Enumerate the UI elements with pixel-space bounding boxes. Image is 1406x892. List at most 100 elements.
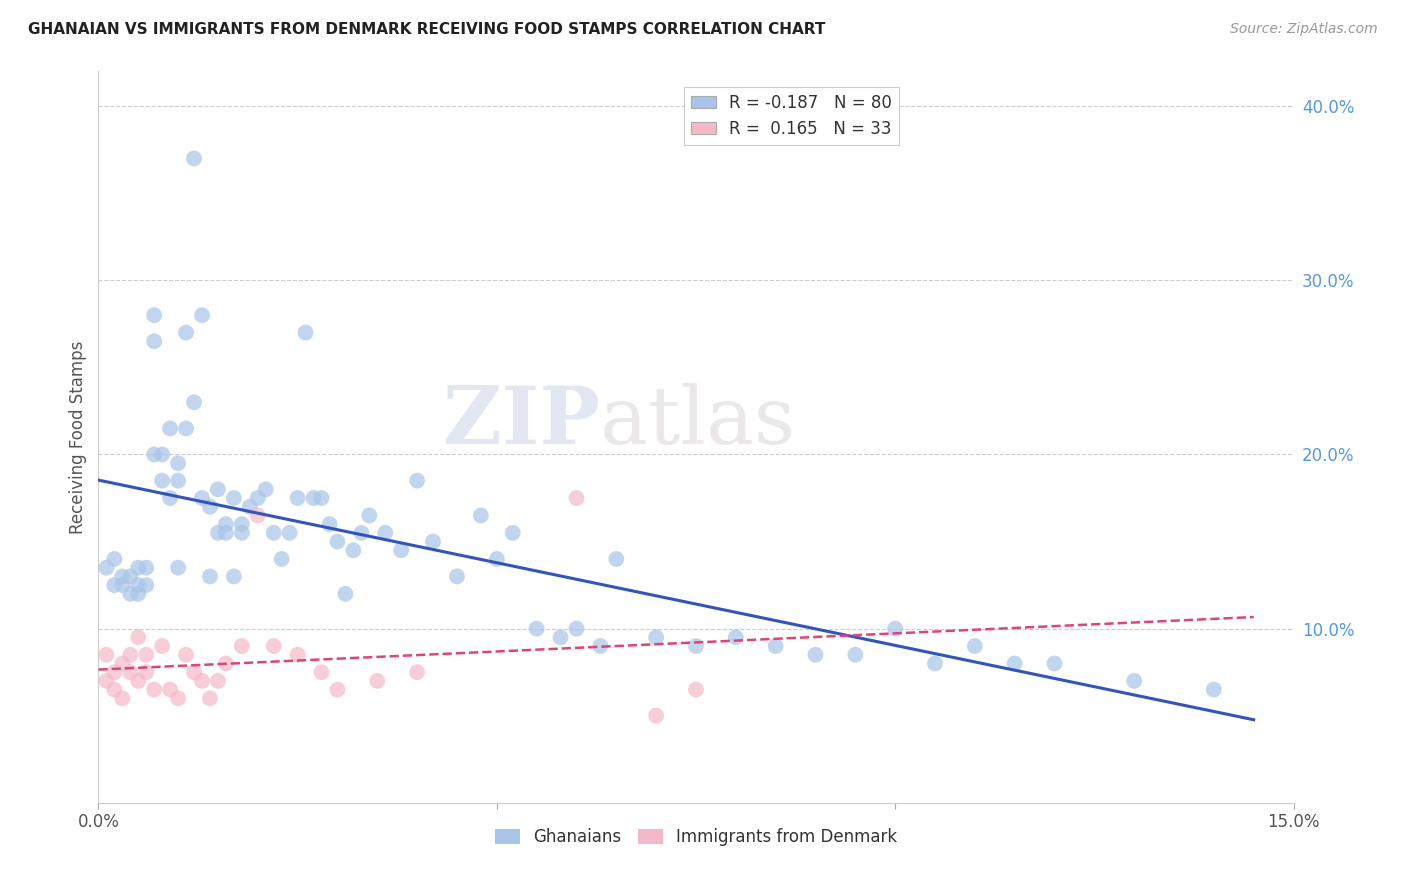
Point [191, 491, 214, 505]
Point [502, 525, 524, 540]
Point [143, 334, 166, 349]
Point [550, 631, 572, 645]
Point [287, 491, 309, 505]
Point [565, 491, 588, 505]
Point [215, 525, 238, 540]
Point [389, 543, 412, 558]
Point [198, 691, 221, 706]
Point [254, 483, 277, 497]
Point [844, 648, 866, 662]
Point [183, 152, 205, 166]
Point [685, 639, 707, 653]
Point [111, 657, 134, 671]
Point [135, 648, 157, 662]
Point [406, 665, 429, 680]
Point [884, 622, 907, 636]
Point [326, 682, 349, 697]
Point [174, 648, 197, 662]
Point [294, 326, 316, 340]
Point [278, 525, 301, 540]
Point [350, 525, 373, 540]
Point [215, 657, 238, 671]
Point [246, 508, 269, 523]
Point [406, 474, 429, 488]
Point [605, 552, 627, 566]
Point [150, 639, 173, 653]
Point [183, 395, 205, 409]
Point [526, 622, 548, 636]
Point [135, 560, 157, 574]
Point [150, 448, 173, 462]
Point [135, 578, 157, 592]
Point [159, 682, 181, 697]
Text: Source: ZipAtlas.com: Source: ZipAtlas.com [1230, 22, 1378, 37]
Point [111, 691, 134, 706]
Point [191, 308, 214, 322]
Point [231, 525, 253, 540]
Point [1004, 657, 1026, 671]
Point [231, 639, 253, 653]
Point [143, 448, 166, 462]
Point [159, 491, 181, 505]
Point [120, 665, 142, 680]
Text: GHANAIAN VS IMMIGRANTS FROM DENMARK RECEIVING FOOD STAMPS CORRELATION CHART: GHANAIAN VS IMMIGRANTS FROM DENMARK RECE… [28, 22, 825, 37]
Text: atlas: atlas [600, 384, 796, 461]
Point [724, 631, 747, 645]
Point [446, 569, 468, 583]
Point [1043, 657, 1066, 671]
Point [231, 517, 253, 532]
Point [103, 665, 125, 680]
Point [645, 708, 668, 723]
Point [96, 560, 118, 574]
Point [804, 648, 827, 662]
Point [167, 474, 190, 488]
Point [359, 508, 381, 523]
Point [374, 525, 396, 540]
Y-axis label: Receiving Food Stamps: Receiving Food Stamps [69, 341, 87, 533]
Point [111, 578, 134, 592]
Point [215, 517, 238, 532]
Point [207, 673, 229, 688]
Point [422, 534, 444, 549]
Point [263, 639, 285, 653]
Point [127, 587, 149, 601]
Point [167, 691, 190, 706]
Point [127, 578, 149, 592]
Point [470, 508, 492, 523]
Point [111, 569, 134, 583]
Point [239, 500, 262, 514]
Point [103, 578, 125, 592]
Point [366, 673, 388, 688]
Point [222, 569, 245, 583]
Point [207, 525, 229, 540]
Point [150, 474, 173, 488]
Point [485, 552, 508, 566]
Point [685, 682, 707, 697]
Point [167, 456, 190, 470]
Point [287, 648, 309, 662]
Point [198, 500, 221, 514]
Point [96, 648, 118, 662]
Point [120, 569, 142, 583]
Point [335, 587, 357, 601]
Point [270, 552, 292, 566]
Point [174, 326, 197, 340]
Point [127, 560, 149, 574]
Point [207, 483, 229, 497]
Point [127, 673, 149, 688]
Point [1123, 673, 1146, 688]
Legend: Ghanaians, Immigrants from Denmark: Ghanaians, Immigrants from Denmark [488, 822, 904, 853]
Point [565, 622, 588, 636]
Point [302, 491, 325, 505]
Point [143, 682, 166, 697]
Point [143, 308, 166, 322]
Point [120, 648, 142, 662]
Point [589, 639, 612, 653]
Point [135, 665, 157, 680]
Point [326, 534, 349, 549]
Point [263, 525, 285, 540]
Point [318, 517, 340, 532]
Point [222, 491, 245, 505]
Point [963, 639, 986, 653]
Point [174, 421, 197, 435]
